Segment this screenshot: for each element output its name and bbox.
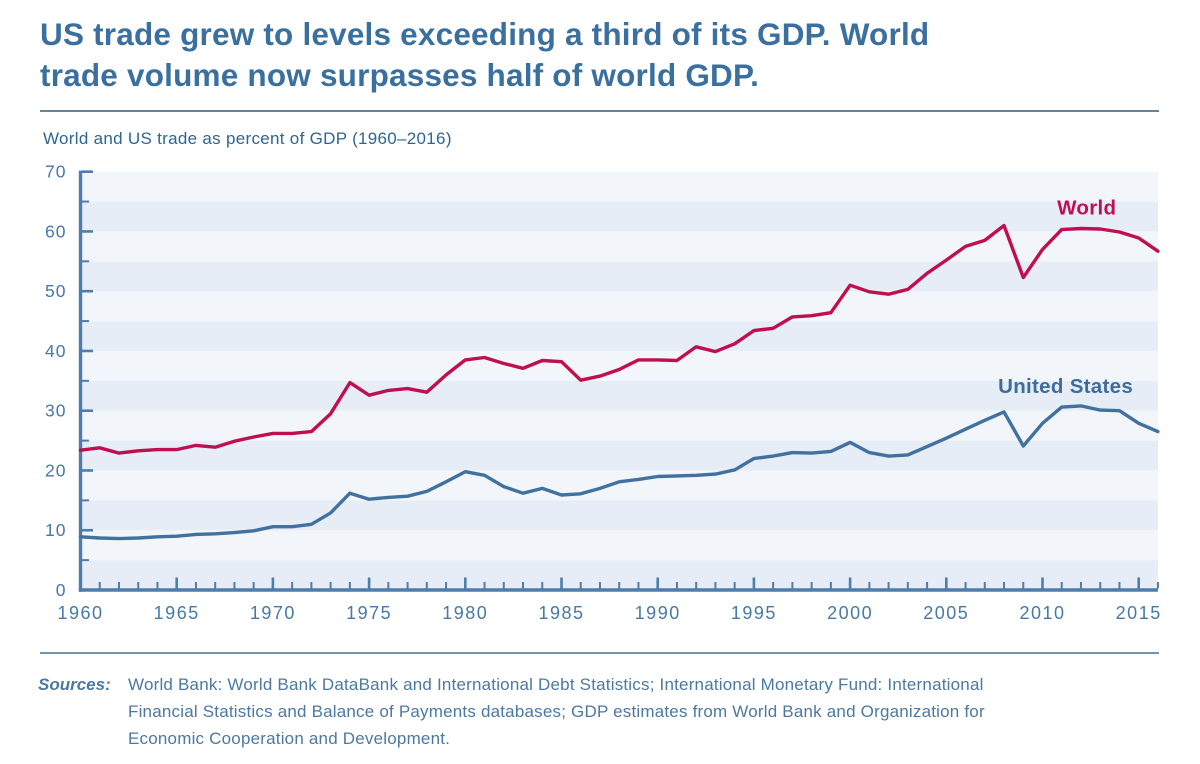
plot-band <box>80 171 1158 202</box>
y-axis-label: 0 <box>56 580 67 600</box>
page-title: US trade grew to levels exceeding a thir… <box>40 14 1170 96</box>
y-axis-label: 70 <box>45 162 66 182</box>
x-axis-label: 1970 <box>250 603 296 623</box>
axes: 0 10 20 30 40 50 60 70 1960 1965 1970 1975 1980 1985 1… <box>45 162 1162 623</box>
page-title-line1: US trade grew to levels exceeding a thir… <box>40 16 930 52</box>
series-line-united-states <box>78 404 1160 541</box>
x-axis-label: 2015 <box>1116 603 1162 623</box>
series-label-united-states: United States <box>998 375 1133 398</box>
x-axis-label: 2010 <box>1019 603 1065 623</box>
x-axis-label: 1980 <box>442 603 488 623</box>
x-axis-label: 2000 <box>827 603 873 623</box>
y-axis-label: 60 <box>45 221 66 241</box>
sources-line-3: Economic Cooperation and Development. <box>128 729 451 748</box>
sources-label: Sources: <box>38 675 111 694</box>
sources-block: Sources: World Bank: World Bank DataBank… <box>38 671 1168 752</box>
x-axis-label: 1990 <box>635 603 681 623</box>
plot-band <box>80 350 1158 381</box>
plot-band <box>80 291 1158 322</box>
y-axis-label: 20 <box>45 460 66 480</box>
x-axis-label: 1975 <box>346 603 392 623</box>
plot-band <box>80 440 1158 471</box>
plot-band <box>80 201 1158 232</box>
plot-band <box>80 231 1158 262</box>
x-axis-label: 1965 <box>154 603 200 623</box>
chart-subtitle: World and US trade as percent of GDP (19… <box>43 129 452 148</box>
series-label-world: World <box>1057 197 1116 220</box>
sources-line-2: Financial Statistics and Balance of Paym… <box>128 702 985 721</box>
y-axis-label: 10 <box>45 520 66 540</box>
plot-band <box>80 470 1158 501</box>
plot-band <box>80 261 1158 292</box>
plot-band <box>80 321 1158 351</box>
series-line-world <box>78 223 1160 455</box>
trade-gdp-line-chart: 0 10 20 30 40 50 60 70 1960 1965 1970 1975 1980 1985 1… <box>45 162 1162 623</box>
y-axis-label: 30 <box>45 401 66 421</box>
plot-bands <box>80 171 1158 590</box>
plot-band <box>80 500 1158 531</box>
plot-band <box>80 380 1158 411</box>
sources-line-1: World Bank: World Bank DataBank and Inte… <box>128 675 984 694</box>
page-title-line2: trade volume now surpasses half of world… <box>40 57 760 93</box>
x-axis-label: 1960 <box>57 603 103 623</box>
y-axis-label: 50 <box>45 281 66 301</box>
sources-text: World Bank: World Bank DataBank and Inte… <box>128 671 985 752</box>
x-axis-label: 1985 <box>538 603 584 623</box>
x-axis-label: 2005 <box>923 603 969 623</box>
footer-divider <box>40 652 1159 654</box>
y-axis-label: 40 <box>45 341 66 361</box>
header-divider <box>40 110 1159 112</box>
plot-band <box>80 530 1158 561</box>
x-axis-label: 1995 <box>731 603 777 623</box>
